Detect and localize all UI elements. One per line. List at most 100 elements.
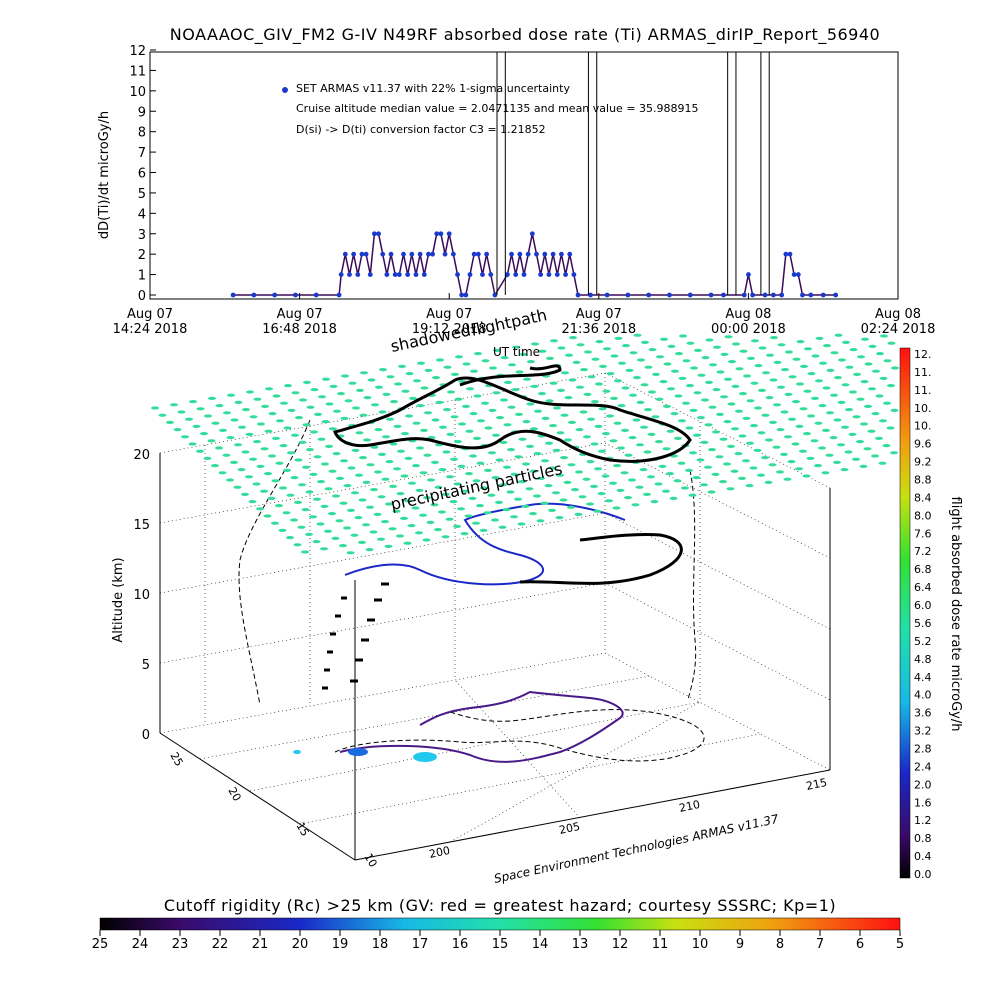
particle-dot	[264, 429, 273, 433]
particle-dot	[493, 348, 501, 352]
particle-dot	[350, 533, 359, 537]
particle-dot	[541, 459, 549, 463]
dose-point	[783, 251, 789, 257]
particle-dot	[443, 408, 451, 412]
particle-dot	[783, 477, 792, 481]
lat-tick-20: 20	[225, 785, 243, 804]
colorbar-tick-label: 5.6	[914, 617, 932, 630]
particle-dot	[688, 493, 697, 497]
dose-point	[791, 272, 797, 277]
particle-dot	[834, 376, 842, 380]
particle-dot	[324, 529, 332, 533]
particle-dot	[196, 449, 204, 453]
y-axis-label: dD(Ti)/dt microGy/h	[97, 111, 112, 239]
particle-dot	[462, 362, 471, 366]
particle-dot	[834, 333, 843, 337]
particle-dot	[693, 391, 702, 395]
particle-dot	[534, 409, 542, 413]
x-tick-date: Aug 08	[725, 307, 771, 322]
particle-dot	[453, 482, 462, 486]
particle-dot	[445, 517, 454, 521]
dose-point	[459, 292, 465, 298]
particle-dot	[514, 455, 523, 459]
particle-dot	[807, 414, 815, 418]
particle-dot	[386, 417, 394, 421]
particle-dot	[301, 550, 309, 554]
dose-point	[721, 292, 726, 298]
particle-dot	[527, 360, 535, 364]
particle-dot	[371, 403, 379, 407]
particle-dot	[713, 345, 721, 349]
particle-dot	[443, 365, 452, 369]
dose-point	[795, 272, 801, 277]
particle-dot	[211, 464, 219, 468]
particle-dot	[643, 492, 651, 496]
y-tick-label: 2	[138, 248, 146, 263]
particle-dot	[859, 464, 868, 468]
particle-dot	[530, 384, 539, 388]
particle-dot	[507, 448, 515, 452]
y-tick-label: 12	[129, 44, 146, 59]
particle-dot	[745, 484, 754, 488]
particle-dot	[720, 395, 728, 399]
dose-point	[779, 292, 785, 298]
particle-dot	[462, 404, 470, 408]
particle-dot	[377, 495, 386, 499]
cutoff-tick-label: 20	[292, 937, 309, 952]
particle-dot	[761, 456, 769, 460]
particle-dot	[590, 484, 598, 488]
particle-dot	[590, 442, 599, 446]
particle-dot	[347, 466, 356, 470]
colorbar-tick-label: 1.6	[914, 796, 932, 809]
particle-dot	[716, 370, 725, 374]
particle-dot	[802, 474, 811, 478]
particle-dot	[747, 356, 755, 360]
particle-dot	[731, 427, 739, 431]
particle-dot	[367, 378, 376, 382]
particle-dot	[583, 435, 591, 439]
particle-dot	[215, 446, 223, 450]
particle-dot	[671, 369, 679, 373]
particle-dot	[397, 449, 405, 453]
x-tick-time: 00:00 2018	[711, 322, 786, 337]
particle-dot	[609, 439, 618, 443]
colorbar-tick-label: 6.0	[914, 599, 932, 612]
particle-dot	[405, 372, 414, 376]
particle-dot	[359, 456, 367, 460]
particle-dot	[267, 496, 276, 500]
particle-dot	[271, 521, 279, 525]
particle-dot	[806, 456, 815, 460]
particle-dot	[821, 471, 830, 475]
particle-dot	[730, 469, 739, 473]
particle-dot	[230, 418, 239, 422]
colorbar-tick-label: 8.0	[914, 509, 932, 522]
particle-dot	[377, 537, 385, 541]
particle-dot	[170, 403, 178, 407]
particle-dot	[705, 338, 714, 342]
dose-point	[529, 231, 535, 237]
lon-tick-205: 205	[558, 820, 581, 837]
particle-dot	[738, 476, 746, 480]
particle-dot	[658, 464, 667, 468]
particle-dot	[283, 426, 292, 430]
particle-dot	[401, 389, 410, 393]
particle-dot	[540, 501, 549, 505]
particle-dot	[868, 387, 876, 391]
particle-dot	[669, 496, 678, 500]
dose-point	[384, 272, 390, 277]
particle-dot	[498, 525, 507, 529]
particle-dot	[625, 368, 634, 372]
particle-dot	[856, 440, 864, 444]
particle-dot	[424, 411, 432, 415]
particle-dot	[253, 440, 261, 444]
particle-dot	[550, 339, 558, 343]
particle-dot	[758, 346, 767, 350]
particle-dot	[529, 469, 538, 473]
legend-line-2: Cruise altitude median value = 2.0471135…	[296, 102, 699, 115]
particle-dot	[704, 423, 713, 427]
dose-point	[800, 292, 805, 298]
dose-point	[762, 292, 768, 298]
particle-dot	[769, 378, 778, 382]
dose-point	[342, 251, 348, 257]
particle-dot	[522, 462, 530, 466]
